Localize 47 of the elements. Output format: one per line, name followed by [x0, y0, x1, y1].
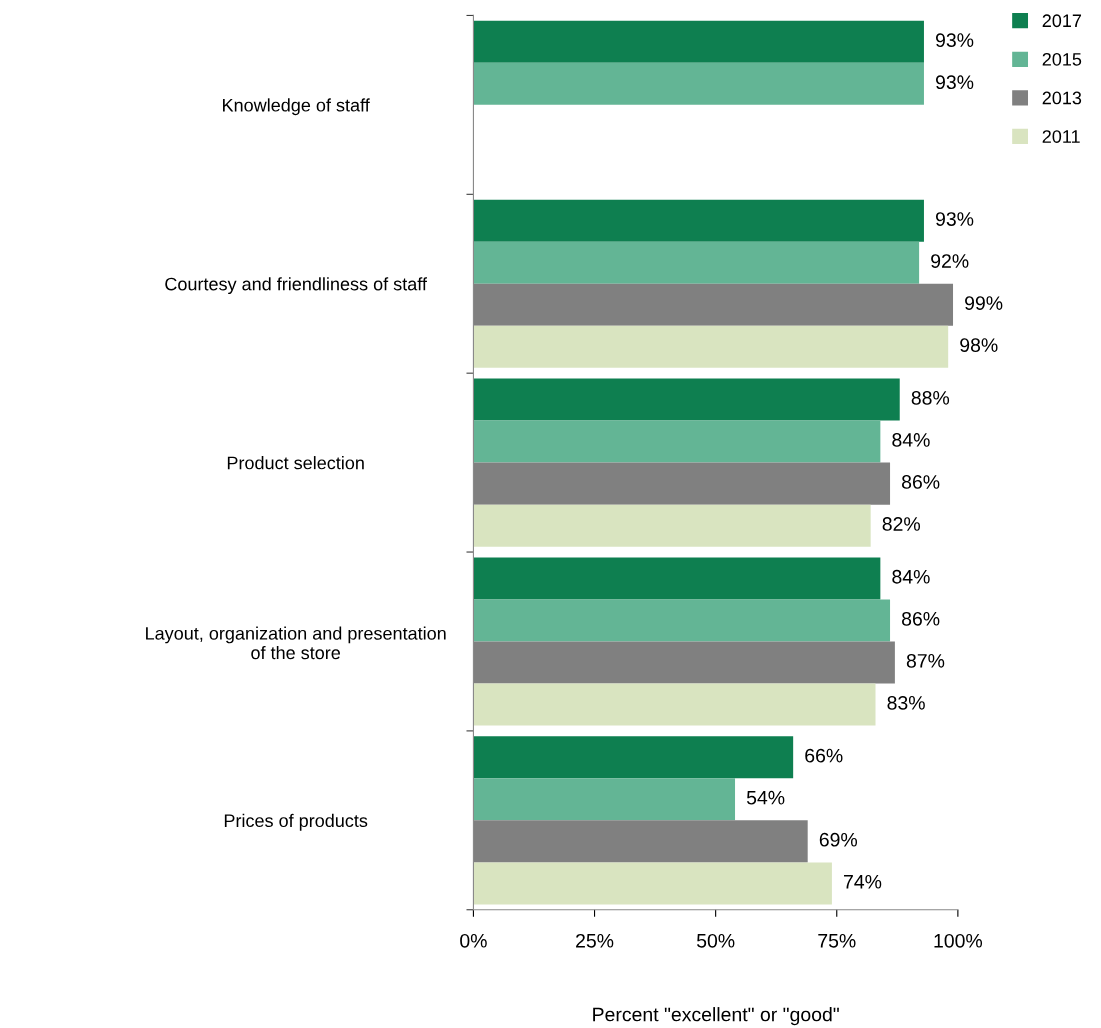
x-axis-title: Percent "excellent" or "good": [593, 1007, 839, 1026]
y-tick-label: Knowledge of staff: [223, 98, 370, 116]
data-label: 86%: [902, 611, 940, 626]
x-tick-label: 75%: [818, 933, 856, 948]
data-label: 87%: [906, 653, 945, 668]
data-label: 93%: [935, 75, 974, 90]
bar: [473, 683, 876, 726]
bar: [473, 862, 832, 905]
y-tick-label: Courtesy and friendliness of staff: [165, 277, 427, 295]
x-tick-label: 0%: [460, 933, 487, 948]
x-tick-label: 50%: [696, 933, 735, 948]
y-tick-label: Prices of products: [224, 813, 368, 831]
legend-label: 2013: [1042, 91, 1082, 105]
data-label: 99%: [965, 296, 1003, 310]
data-label: 84%: [892, 569, 930, 584]
bar: [473, 420, 881, 463]
bar: [473, 557, 881, 600]
bar: [473, 778, 736, 821]
data-label: 88%: [911, 391, 950, 405]
data-label: 98%: [960, 338, 998, 352]
bar: [473, 199, 924, 242]
data-label: 54%: [746, 790, 785, 805]
legend-label: 2011: [1042, 130, 1080, 143]
data-label: 93%: [935, 33, 974, 48]
bar: [473, 504, 871, 547]
data-label: 74%: [844, 874, 882, 889]
legend-label: 2017: [1042, 14, 1082, 28]
bar: [473, 62, 924, 105]
bar: [473, 325, 949, 368]
data-label: 66%: [805, 748, 843, 763]
bar: [473, 241, 920, 284]
data-label: 92%: [931, 254, 969, 268]
data-label: 82%: [882, 517, 921, 531]
y-tick-label: Layout, organization and presentation of the store: [146, 626, 446, 660]
bar: [473, 20, 924, 63]
y-tick-label: Product selection: [227, 456, 364, 470]
bar: [473, 378, 900, 421]
legend-label: 2015: [1042, 52, 1082, 66]
x-tick-label: 100%: [934, 933, 983, 948]
x-tick-label: 25%: [576, 933, 614, 948]
data-label: 93%: [935, 212, 974, 226]
bar: [473, 599, 891, 642]
bar: [473, 736, 794, 779]
data-label: 83%: [887, 695, 925, 710]
data-label: 84%: [892, 433, 930, 447]
data-label: 86%: [902, 475, 940, 489]
data-label: 69%: [819, 832, 858, 847]
